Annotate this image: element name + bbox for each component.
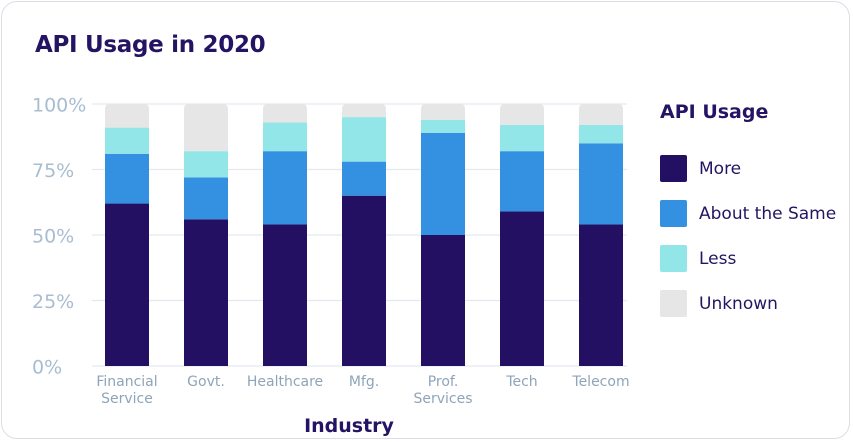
bar-segment [263,122,307,152]
legend-item: Unknown [660,281,836,326]
bar-segment [184,219,228,366]
bar-segment [500,104,544,125]
legend-title: API Usage [660,101,769,123]
bar-segment [579,124,623,144]
bar-segment [105,203,149,366]
bar-segment [500,151,544,212]
y-tick-label: 75% [32,160,74,182]
legend-label: More [699,158,742,179]
bar-segment [421,104,465,120]
bar-segment [105,104,149,128]
bar-segment [342,195,386,366]
bar-segment [184,104,228,152]
x-tick-label: Tech [505,374,537,390]
bar-segment [263,224,307,366]
bar-segment [500,211,544,366]
legend-swatch [660,245,687,272]
legend-label: About the Same [699,203,837,224]
bar-segment [500,124,544,152]
bar-segment [342,104,386,118]
x-tick-label: Prof. Services [413,374,472,407]
bar-segment [579,104,623,125]
legend-swatch [660,200,687,227]
y-tick-label: 0% [32,357,62,379]
legend-swatch [660,155,687,182]
bar-segment [579,224,623,366]
bar-segment [342,161,386,196]
bar-segment [263,104,307,123]
y-tick-label: 25% [32,291,74,313]
x-tick-label: Financial Service [96,374,157,407]
bar-segment [263,151,307,225]
x-tick-label: Govt. [187,374,225,390]
x-axis-label: Industry [304,415,394,437]
x-tick-label: Healthcare [247,374,323,390]
bar-segment [105,153,149,204]
legend-item: More [660,146,836,191]
legend-item: About the Same [660,191,836,236]
bar-segment [421,235,465,366]
legend-swatch [660,290,687,317]
bar-segment [579,143,623,225]
bar-segment [421,119,465,133]
x-tick-label: Telecom [571,374,629,390]
legend-label: Unknown [699,293,778,314]
x-tick-label: Mfg. [349,374,379,390]
legend: More About the Same Less Unknown [660,146,836,326]
chart-title: API Usage in 2020 [35,32,266,58]
legend-item: Less [660,236,836,281]
y-tick-label: 50% [32,226,74,248]
bar-segment [421,132,465,235]
bar-segment [342,117,386,162]
bar-segment [184,151,228,178]
bar-segment [184,177,228,220]
y-tick-label: 100% [32,95,86,117]
legend-label: Less [699,248,737,269]
bar-segment [105,127,149,154]
